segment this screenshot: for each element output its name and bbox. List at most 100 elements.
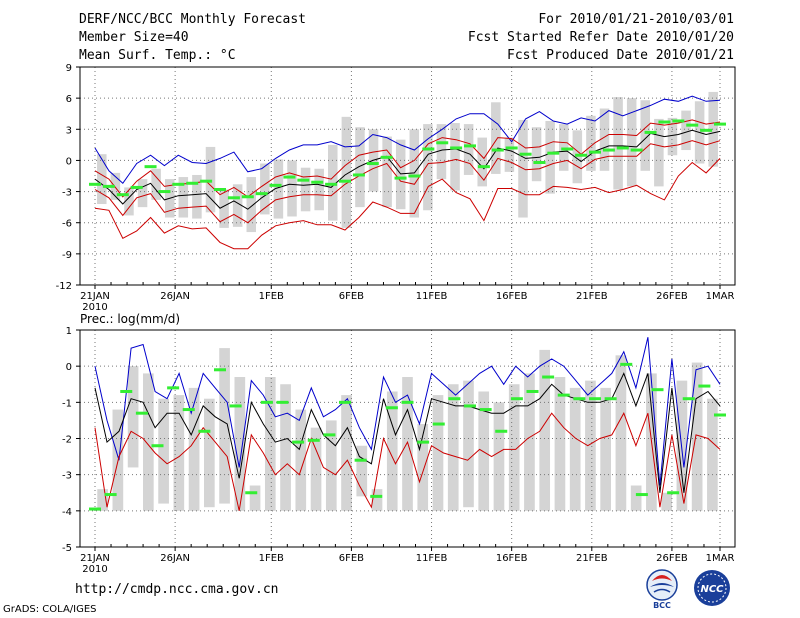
ensemble-bar (371, 489, 383, 511)
ensemble-bar (341, 116, 352, 228)
ensemble-bar (447, 384, 459, 511)
y-tick-label: 0 (66, 156, 72, 167)
x-tick-label: 21JAN (80, 553, 110, 564)
y-tick-label: -4 (62, 507, 72, 518)
observed-point (700, 128, 713, 132)
observed-point (589, 150, 601, 154)
ensemble-bar (143, 373, 154, 511)
ensemble-bar (423, 124, 433, 211)
ensemble-bar (264, 377, 276, 511)
observed-point (198, 429, 211, 433)
x-tick-label: 26JAN (160, 291, 190, 302)
ensemble-bar (708, 91, 718, 167)
ensemble-bar (314, 168, 324, 211)
ensemble-bar (463, 124, 474, 175)
x-tick-label: 21FEB (576, 553, 608, 564)
observed-point (276, 400, 289, 404)
ensemble-bar (273, 159, 284, 219)
source-url[interactable]: http://cmdp.ncc.cma.gov.cn (75, 582, 279, 597)
ensemble-bar (328, 144, 338, 221)
variable-label: Mean Surf. Temp.: °C (79, 48, 236, 63)
ensemble-bar (158, 398, 169, 504)
ensemble-bar (127, 366, 139, 468)
ensemble-bar (300, 167, 311, 212)
ensemble-bar (691, 362, 703, 511)
y-tick-label: -12 (56, 281, 72, 292)
ensemble-bar (478, 391, 490, 511)
x-tick-label: 26FEB (656, 553, 688, 564)
observed-point (698, 384, 711, 388)
ensemble-bar (356, 445, 368, 497)
ensemble-bar (325, 420, 337, 511)
ensemble-bar (178, 177, 189, 218)
ensemble-bar (205, 146, 216, 213)
ensemble-bar (463, 380, 474, 508)
observed-point (519, 152, 532, 156)
observed-point (604, 397, 617, 401)
y-tick-label: 1 (66, 326, 72, 337)
ensemble-bar (355, 127, 365, 208)
observed-point (667, 491, 680, 495)
observed-point (557, 393, 570, 397)
ncc-logo-text: NCC (700, 584, 724, 595)
ensemble-bar (615, 355, 627, 511)
observed-point (394, 176, 407, 180)
y-tick-label: -3 (62, 471, 72, 482)
ensemble-bar (246, 177, 257, 233)
ensemble-bar (395, 139, 406, 210)
observed-point (714, 413, 726, 417)
series-min-line (94, 158, 721, 250)
observed-point (510, 397, 523, 401)
observed-point (401, 400, 414, 404)
grads-credit: GrADS: COLA/IGES (3, 604, 97, 615)
observed-point (370, 494, 383, 498)
ensemble-bar (173, 395, 185, 511)
observed-point (533, 161, 546, 165)
ensemble-bar (491, 102, 501, 174)
observed-point (589, 397, 601, 401)
ensemble-bar (599, 108, 610, 171)
ensemble-bar (569, 387, 581, 511)
ensemble-bar (97, 154, 107, 205)
ensemble-bar (493, 402, 505, 511)
x-tick-label: 11FEB (416, 291, 448, 302)
observed-point (255, 192, 268, 196)
observed-point (651, 388, 664, 392)
series-max-line (94, 337, 721, 486)
ensemble-bar (554, 377, 566, 511)
observed-point (602, 148, 615, 152)
ensemble-bar (417, 424, 429, 511)
x-tick-label: 1FEB (259, 553, 284, 564)
observed-point (186, 181, 199, 185)
x-tick-label: 1MAR (706, 553, 735, 564)
y-tick-label: -2 (62, 435, 72, 446)
observed-point (214, 368, 226, 372)
observed-point (120, 389, 133, 393)
ensemble-bar (151, 168, 161, 200)
bcc-logo-icon: BCC (646, 569, 678, 610)
observed-point (352, 173, 365, 177)
observed-point (417, 440, 430, 444)
ensemble-bar (654, 118, 664, 187)
ensemble-bar (630, 485, 642, 511)
observed-point (573, 397, 586, 401)
ensemble-bar (477, 137, 487, 187)
observed-point (311, 180, 324, 184)
ensemble-bar (249, 485, 261, 511)
observed-point (135, 411, 148, 415)
observed-point (635, 493, 648, 497)
ensemble-bar (432, 395, 444, 511)
y-tick-label: 0 (66, 362, 72, 373)
observed-point (102, 184, 115, 188)
x-tick-label: 11FEB (416, 553, 448, 564)
y-tick-label: -1 (62, 398, 72, 409)
observed-point (89, 507, 101, 511)
x-tick-label: 26JAN (160, 553, 190, 564)
ensemble-bar (504, 137, 515, 172)
x-tick-label: 1FEB (259, 291, 284, 302)
observed-point (144, 165, 157, 169)
x-tick-label: 6FEB (339, 291, 364, 302)
observed-point (561, 147, 574, 151)
